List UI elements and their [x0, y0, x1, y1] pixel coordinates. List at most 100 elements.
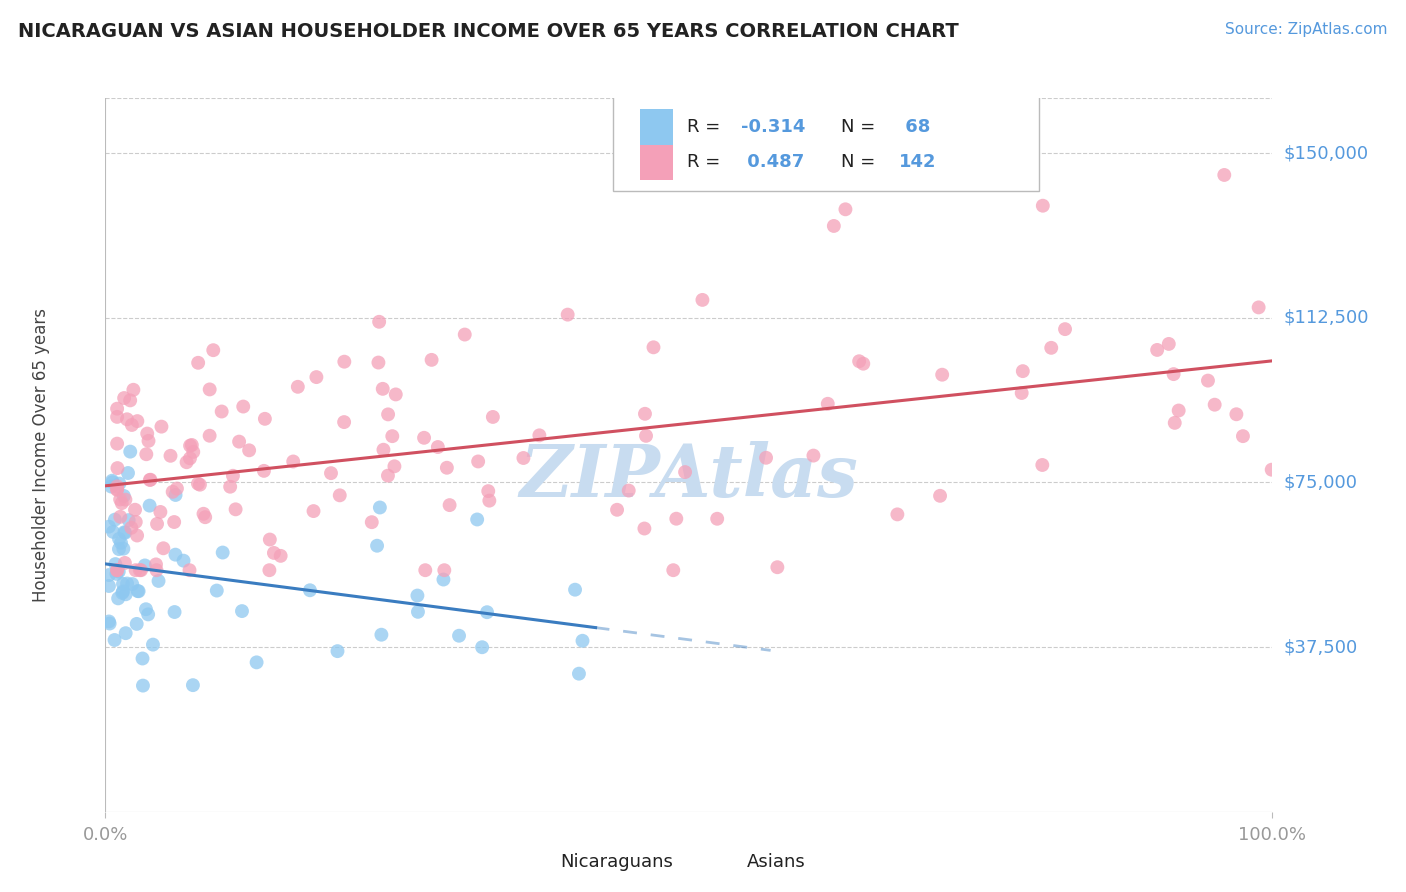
- Text: -0.314: -0.314: [741, 118, 806, 136]
- Point: [231, 604, 253, 618]
- Point: [105, 566, 128, 581]
- FancyBboxPatch shape: [713, 846, 738, 878]
- FancyBboxPatch shape: [613, 95, 1039, 191]
- Point: [181, 678, 204, 692]
- Point: [360, 515, 382, 529]
- Point: [1157, 337, 1180, 351]
- Point: [368, 500, 391, 515]
- Point: [100, 479, 122, 493]
- Text: N =: N =: [841, 153, 880, 171]
- Point: [617, 483, 640, 498]
- Point: [333, 415, 356, 429]
- Point: [108, 532, 131, 546]
- Text: $150,000: $150,000: [1284, 144, 1368, 162]
- Point: [163, 605, 186, 619]
- Point: [145, 558, 167, 572]
- Point: [1225, 407, 1247, 421]
- Point: [433, 563, 456, 577]
- Point: [125, 515, 148, 529]
- Text: $112,500: $112,500: [1284, 309, 1369, 326]
- Point: [120, 393, 142, 408]
- Point: [127, 528, 149, 542]
- Point: [413, 563, 436, 577]
- Text: 68: 68: [898, 118, 931, 136]
- Point: [384, 387, 406, 401]
- Point: [108, 476, 131, 491]
- Point: [665, 512, 688, 526]
- Point: [1040, 341, 1063, 355]
- Point: [381, 429, 404, 443]
- Point: [211, 545, 233, 559]
- Point: [371, 382, 394, 396]
- Text: ZIPAtlas: ZIPAtlas: [520, 441, 858, 512]
- Point: [1011, 386, 1033, 401]
- Point: [120, 444, 142, 458]
- Text: NICARAGUAN VS ASIAN HOUSEHOLDER INCOME OVER 65 YEARS CORRELATION CHART: NICARAGUAN VS ASIAN HOUSEHOLDER INCOME O…: [18, 22, 959, 41]
- Point: [117, 513, 139, 527]
- Point: [97, 579, 120, 593]
- Point: [634, 407, 657, 421]
- Point: [253, 464, 276, 478]
- Point: [633, 522, 655, 536]
- Point: [127, 584, 149, 599]
- Point: [145, 563, 167, 577]
- Point: [1163, 367, 1185, 381]
- Point: [225, 502, 247, 516]
- FancyBboxPatch shape: [640, 109, 672, 145]
- Point: [107, 591, 129, 606]
- Point: [104, 557, 127, 571]
- Point: [929, 489, 952, 503]
- Point: [377, 408, 399, 422]
- Point: [103, 632, 125, 647]
- Point: [643, 340, 665, 354]
- Point: [852, 357, 875, 371]
- Point: [163, 515, 186, 529]
- Point: [834, 202, 856, 217]
- Point: [105, 479, 128, 493]
- Point: [104, 513, 127, 527]
- Point: [105, 483, 128, 497]
- Point: [447, 629, 470, 643]
- Point: [127, 414, 149, 428]
- Point: [202, 343, 225, 358]
- Point: [101, 524, 124, 539]
- Point: [377, 468, 399, 483]
- Point: [287, 380, 309, 394]
- Text: Source: ZipAtlas.com: Source: ZipAtlas.com: [1225, 22, 1388, 37]
- Point: [246, 656, 269, 670]
- Point: [165, 488, 187, 502]
- Point: [166, 482, 188, 496]
- Point: [124, 502, 146, 516]
- Point: [108, 542, 131, 557]
- Point: [482, 409, 505, 424]
- Point: [326, 644, 349, 658]
- Point: [305, 370, 328, 384]
- Point: [159, 449, 181, 463]
- Point: [105, 401, 128, 416]
- Point: [179, 451, 201, 466]
- Point: [162, 484, 184, 499]
- Text: N =: N =: [841, 118, 880, 136]
- Point: [117, 466, 139, 480]
- Point: [571, 633, 593, 648]
- Point: [454, 327, 477, 342]
- Point: [426, 440, 449, 454]
- Point: [270, 549, 292, 563]
- Point: [263, 546, 285, 560]
- Point: [370, 628, 392, 642]
- Point: [211, 404, 233, 418]
- Point: [110, 509, 132, 524]
- Point: [105, 563, 128, 577]
- Point: [198, 383, 221, 397]
- Text: R =: R =: [686, 118, 725, 136]
- Point: [439, 498, 461, 512]
- Text: $75,000: $75,000: [1284, 474, 1358, 491]
- Point: [108, 492, 131, 507]
- Point: [465, 512, 488, 526]
- Point: [557, 308, 579, 322]
- Point: [366, 539, 388, 553]
- Text: $37,500: $37,500: [1284, 638, 1358, 656]
- Point: [232, 400, 254, 414]
- Point: [111, 586, 134, 600]
- Point: [112, 584, 135, 599]
